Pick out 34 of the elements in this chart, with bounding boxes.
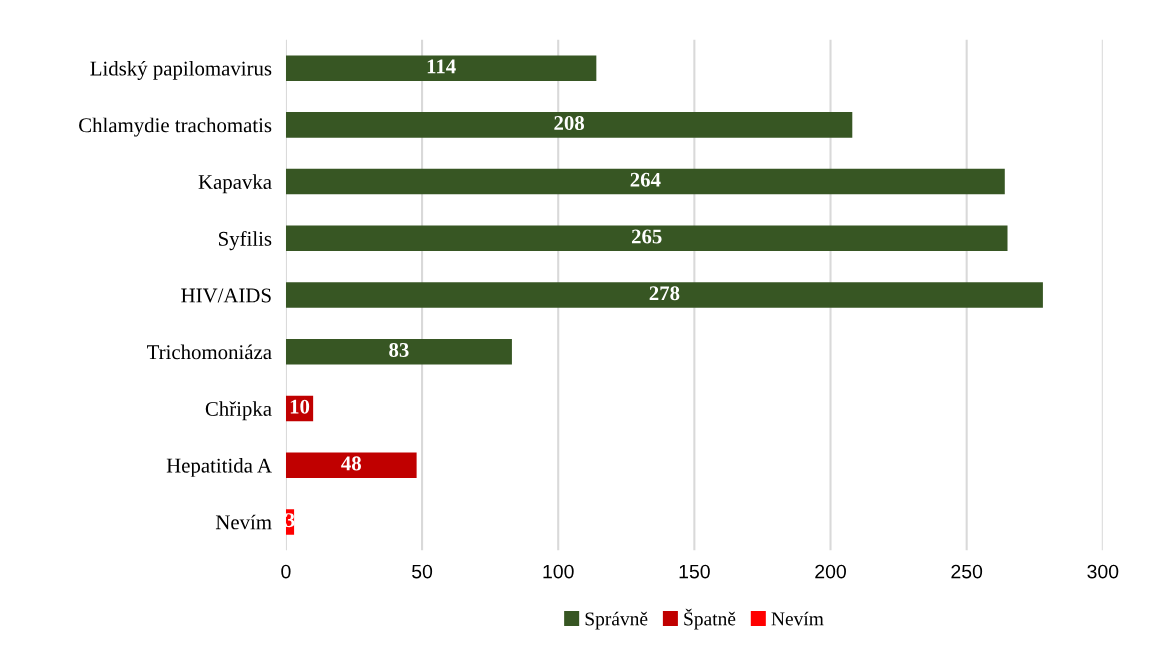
bar — [285, 225, 1008, 252]
x-tick-label: 50 — [412, 564, 433, 579]
x-tick-label: 300 — [1087, 564, 1119, 579]
data-label: 208 — [554, 116, 585, 131]
x-tick-label: 250 — [951, 564, 983, 579]
x-tick-label: 100 — [543, 564, 574, 579]
y-tick-label: Kapavka — [198, 174, 272, 194]
y-tick-label: Trichomoniáza — [147, 344, 272, 360]
bar — [285, 55, 597, 81]
data-label: 264 — [630, 172, 661, 187]
bar — [285, 452, 417, 478]
x-tick-label: 200 — [815, 564, 846, 579]
y-tick-label: Chřipka — [205, 401, 272, 421]
legend-label: Nevím — [771, 611, 824, 626]
x-tick-label: 150 — [679, 564, 710, 579]
y-tick-label: Lidský papilomavirus — [90, 60, 272, 80]
data-label: 48 — [341, 456, 361, 471]
data-label: 278 — [649, 286, 680, 301]
bar — [285, 339, 512, 365]
bar — [285, 112, 853, 138]
x-tick-label: 0 — [281, 564, 291, 579]
y-tick-label: HIV/AIDS — [181, 288, 271, 303]
data-label: 114 — [427, 59, 456, 74]
bar — [285, 168, 1005, 195]
data-label: 265 — [631, 229, 662, 244]
y-tick-label: Hepatitida A — [166, 457, 272, 477]
y-tick-label: Syfilis — [219, 230, 272, 251]
data-label: 10 — [290, 399, 310, 414]
bar — [285, 282, 1043, 308]
legend-label: Špatně — [684, 608, 736, 630]
y-tick-label: Nevím — [215, 514, 272, 530]
data-label: 83 — [389, 342, 409, 357]
y-tick-label: Chlamydie trachomatis — [79, 117, 272, 137]
legend-label: Správně — [585, 611, 648, 630]
